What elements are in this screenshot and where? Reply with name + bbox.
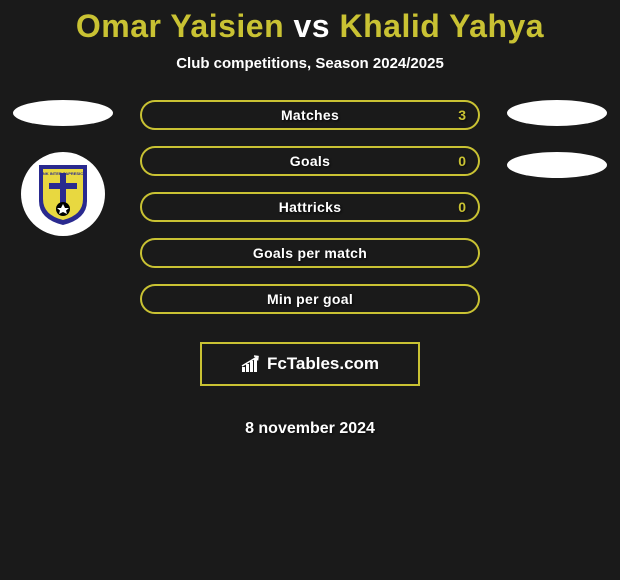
stat-right-value: 0 [458, 153, 466, 169]
player2-name: Khalid Yahya [339, 8, 544, 44]
date-text: 8 november 2024 [245, 420, 375, 438]
player2-club-placeholder [507, 152, 607, 178]
stat-label: Hattricks [279, 199, 342, 215]
subtitle: Club competitions, Season 2024/2025 [176, 55, 444, 72]
player1-photo-placeholder [13, 100, 113, 126]
stat-label: Goals per match [253, 245, 367, 261]
stat-right-value: 3 [458, 107, 466, 123]
stat-row-hattricks: Hattricks 0 [140, 192, 480, 222]
right-column [500, 100, 620, 438]
stat-row-goals: Goals 0 [140, 146, 480, 176]
stats-column: Matches 3 Goals 0 Hattricks 0 Goals per … [120, 100, 500, 438]
chart-bars-icon [241, 355, 263, 373]
stat-row-min-per-goal: Min per goal [140, 284, 480, 314]
vs-text: vs [294, 8, 331, 44]
stat-label: Matches [281, 107, 339, 123]
stat-label: Goals [290, 153, 330, 169]
player2-photo-placeholder [507, 100, 607, 126]
player1-club-logo: NK INTER ZAPRESIC [21, 152, 105, 236]
stat-label: Min per goal [267, 291, 353, 307]
stat-right-value: 0 [458, 199, 466, 215]
brand-box: FcTables.com [200, 342, 420, 386]
page-title: Omar Yaisien vs Khalid Yahya [76, 8, 544, 45]
stat-row-goals-per-match: Goals per match [140, 238, 480, 268]
left-column: NK INTER ZAPRESIC [0, 100, 120, 438]
svg-text:NK INTER ZAPRESIC: NK INTER ZAPRESIC [43, 171, 83, 176]
brand-text: FcTables.com [267, 354, 379, 374]
player1-name: Omar Yaisien [76, 8, 284, 44]
club-shield-icon: NK INTER ZAPRESIC [35, 161, 91, 227]
stat-row-matches: Matches 3 [140, 100, 480, 130]
main-area: NK INTER ZAPRESIC Matches 3 Goals 0 Hatt… [0, 100, 620, 438]
comparison-card: Omar Yaisien vs Khalid Yahya Club compet… [0, 0, 620, 438]
